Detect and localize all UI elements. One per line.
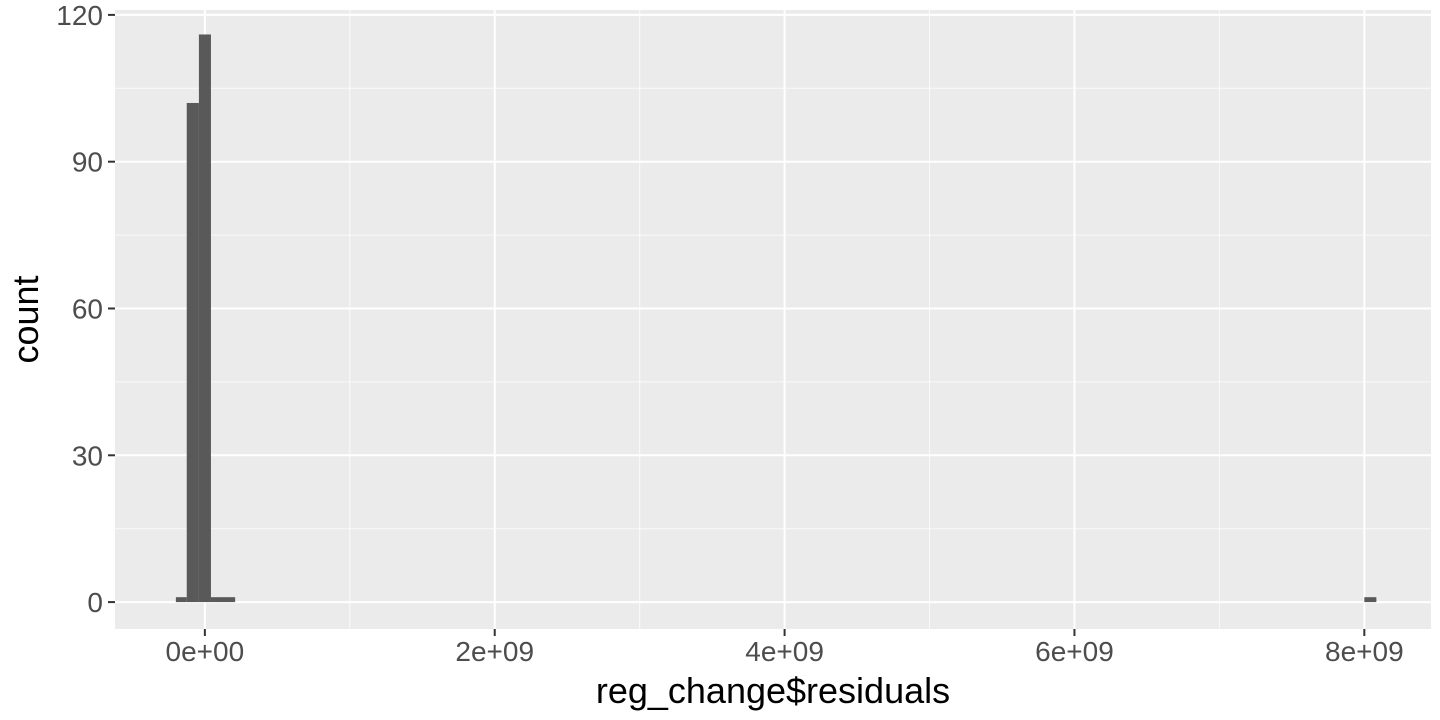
histogram-bar <box>198 34 211 603</box>
axis-ticks <box>108 13 1366 636</box>
major-gridlines <box>115 10 1431 629</box>
y-tick-label: 120 <box>56 0 103 31</box>
histogram-bar <box>186 102 199 603</box>
x-tick-label: 6e+09 <box>1035 636 1114 667</box>
histogram-bar <box>1364 597 1377 603</box>
x-axis-title: reg_change$residuals <box>596 670 950 711</box>
y-tick-label: 0 <box>87 587 103 618</box>
y-tick-label: 90 <box>72 147 103 178</box>
x-tick-label: 2e+09 <box>455 636 534 667</box>
x-tick-label: 4e+09 <box>745 636 824 667</box>
x-tick-labels: 0e+00 2e+09 4e+09 6e+09 8e+09 <box>166 636 1404 667</box>
y-tick-labels: 0 30 60 90 120 <box>56 0 103 618</box>
y-tick-label: 60 <box>72 293 103 324</box>
x-tick-label: 0e+00 <box>166 636 245 667</box>
histogram-bar <box>175 597 187 603</box>
y-tick-label: 30 <box>72 440 103 471</box>
y-axis-title: count <box>5 275 46 363</box>
histogram-bars <box>175 34 1377 603</box>
histogram-bar <box>210 597 236 603</box>
minor-gridlines <box>115 10 1431 629</box>
plot-panel <box>115 10 1431 629</box>
x-tick-label: 8e+09 <box>1325 636 1404 667</box>
